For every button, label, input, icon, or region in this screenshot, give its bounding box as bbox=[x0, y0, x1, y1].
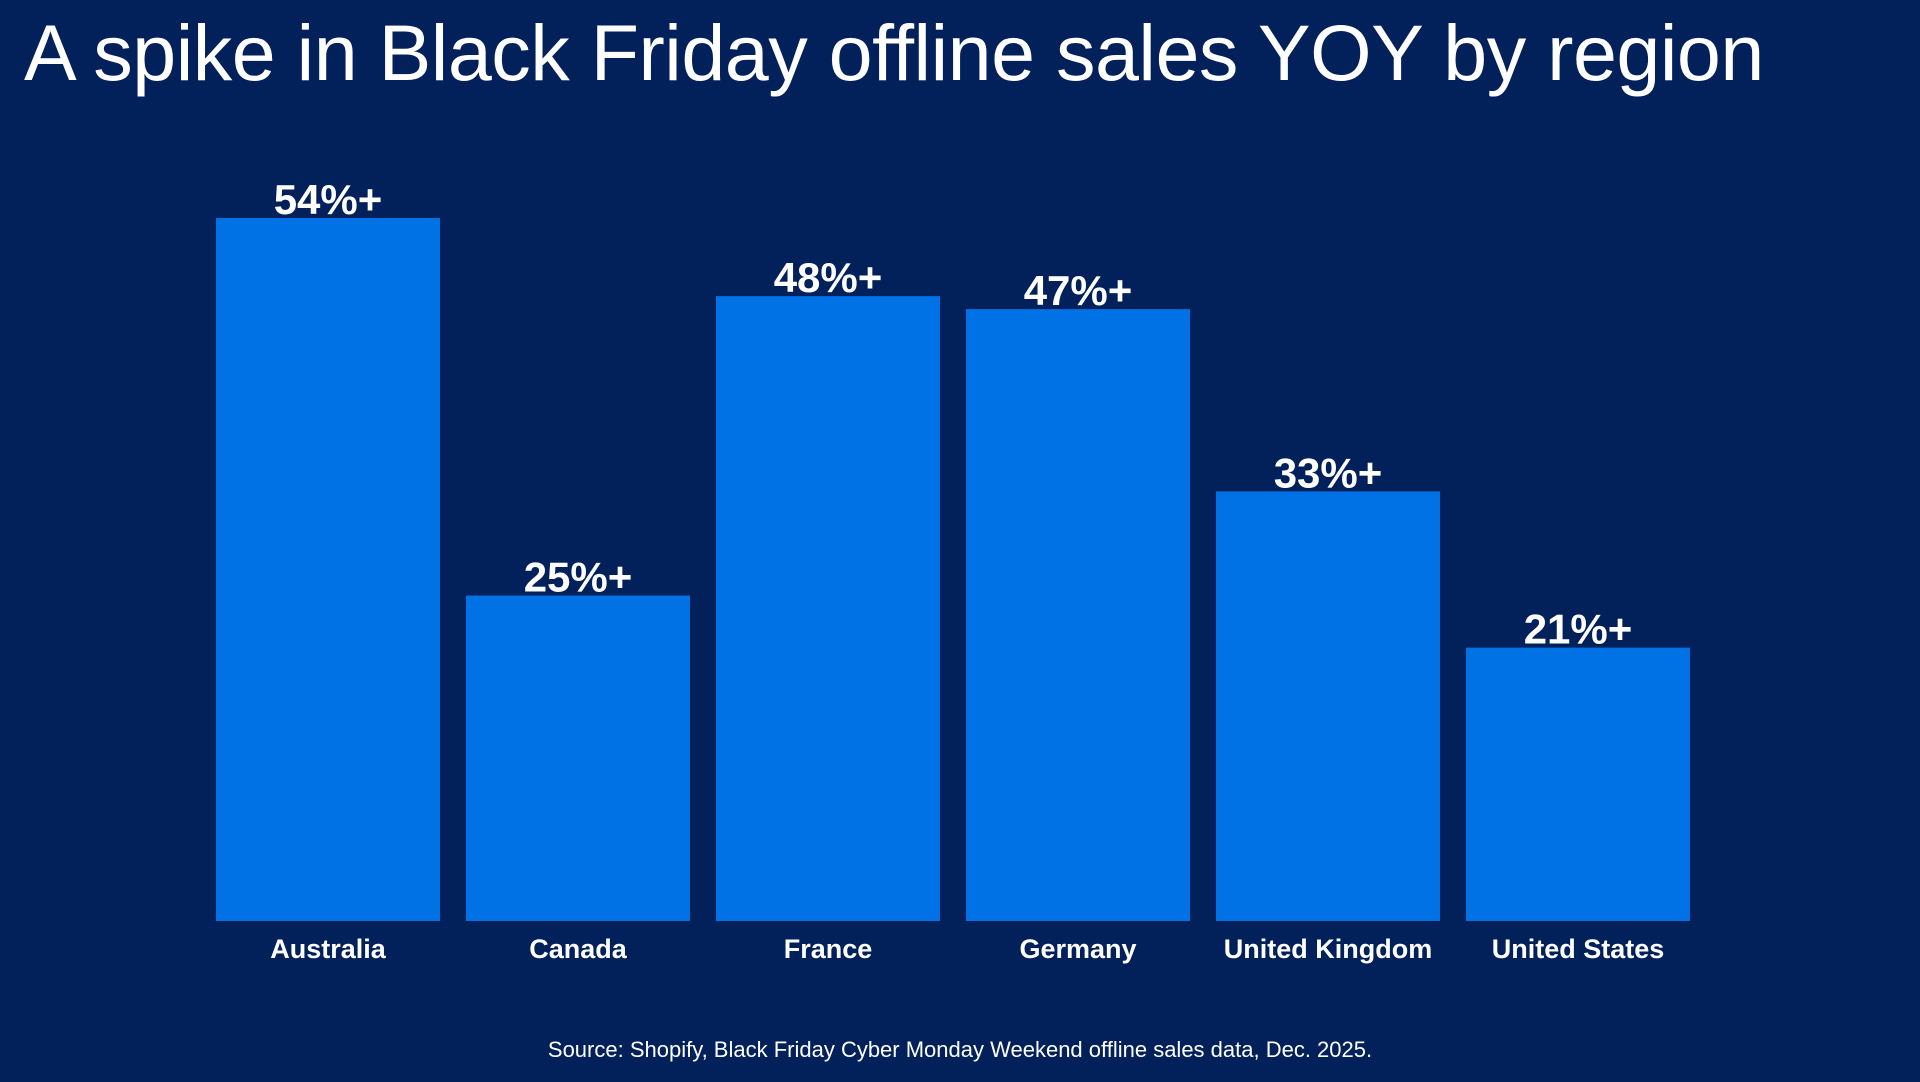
value-label-canada: 25%+ bbox=[524, 554, 633, 601]
value-label-united-kingdom: 33%+ bbox=[1274, 449, 1383, 496]
bar-united-states bbox=[1466, 647, 1690, 921]
value-label-germany: 47%+ bbox=[1024, 267, 1133, 314]
bar-france bbox=[716, 296, 940, 922]
value-label-australia: 54%+ bbox=[274, 176, 383, 223]
value-label-united-states: 21%+ bbox=[1524, 606, 1633, 653]
category-label-canada: Canada bbox=[529, 934, 628, 964]
bar-australia bbox=[216, 218, 440, 921]
category-label-united-states: United States bbox=[1492, 934, 1665, 964]
category-label-australia: Australia bbox=[270, 934, 387, 964]
value-label-france: 48%+ bbox=[774, 254, 883, 301]
source-note: Source: Shopify, Black Friday Cyber Mond… bbox=[547, 1037, 1373, 1062]
bar-united-kingdom bbox=[1216, 491, 1440, 921]
chart-title: A spike in Black Friday offline sales YO… bbox=[24, 8, 1764, 97]
category-label-france: France bbox=[784, 934, 873, 964]
bar-germany bbox=[966, 309, 1190, 921]
category-label-united-kingdom: United Kingdom bbox=[1224, 934, 1432, 964]
bars-group bbox=[216, 218, 1690, 922]
category-label-germany: Germany bbox=[1019, 934, 1136, 964]
bar-canada bbox=[466, 595, 690, 921]
value-labels-group: 54%+ 25%+ 48%+ 47%+ 33%+ 21%+ bbox=[274, 176, 1633, 653]
category-labels-group: Australia Canada France Germany United Kingd… bbox=[270, 934, 1664, 964]
